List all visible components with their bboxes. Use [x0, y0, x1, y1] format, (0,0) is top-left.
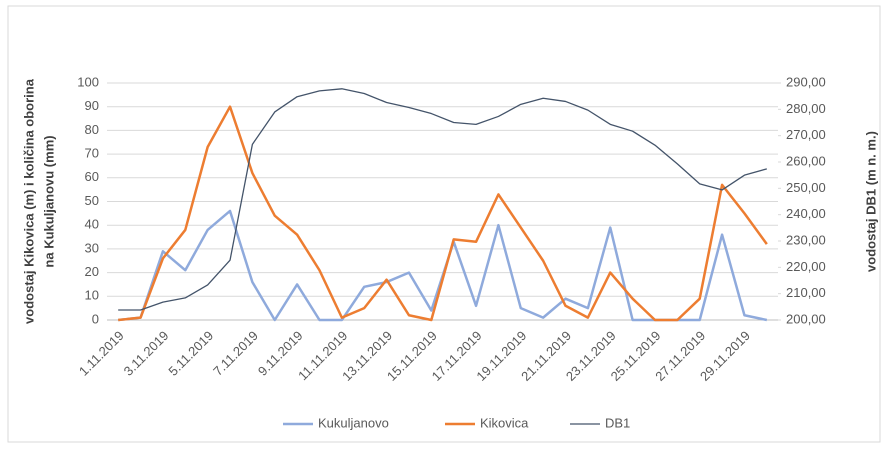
y-tick-label: 50	[85, 193, 99, 208]
y2-tick-label: 270,00	[786, 127, 826, 142]
legend-label: DB1	[605, 415, 630, 430]
y2-tick-label: 250,00	[786, 180, 826, 195]
y2-axis-title: vodostaj DB1 (m n. m.)	[863, 131, 878, 272]
chart-border	[7, 5, 881, 443]
y2-tick-label: 260,00	[786, 153, 826, 168]
y2-tick-label: 210,00	[786, 285, 826, 300]
legend-label: Kikovica	[480, 415, 529, 430]
y-tick-label: 20	[85, 264, 99, 279]
y-tick-label: 90	[85, 98, 99, 113]
y2-tick-label: 280,00	[786, 101, 826, 116]
y-tick-label: 40	[85, 217, 99, 232]
y2-tick-label: 230,00	[786, 232, 826, 247]
legend-label: Kukuljanovo	[318, 415, 389, 430]
y2-tick-label: 240,00	[786, 206, 826, 221]
y-tick-label: 60	[85, 169, 99, 184]
y2-tick-label: 290,00	[786, 74, 826, 89]
y-axis-title: na Kukuljanovu (mm)	[41, 135, 56, 267]
y-tick-label: 100	[77, 74, 99, 89]
y-tick-label: 0	[92, 311, 99, 326]
y-axis-title: vodostaj Kikovica (m) i količina oborina	[21, 78, 36, 324]
line-series	[118, 105, 768, 322]
y-tick-label: 80	[85, 122, 99, 137]
line-series	[118, 88, 767, 311]
y-tick-label: 30	[85, 240, 99, 255]
y2-tick-label: 200,00	[786, 311, 826, 326]
y-tick-label: 70	[85, 146, 99, 161]
y2-tick-label: 220,00	[786, 259, 826, 274]
y-tick-label: 10	[85, 288, 99, 303]
